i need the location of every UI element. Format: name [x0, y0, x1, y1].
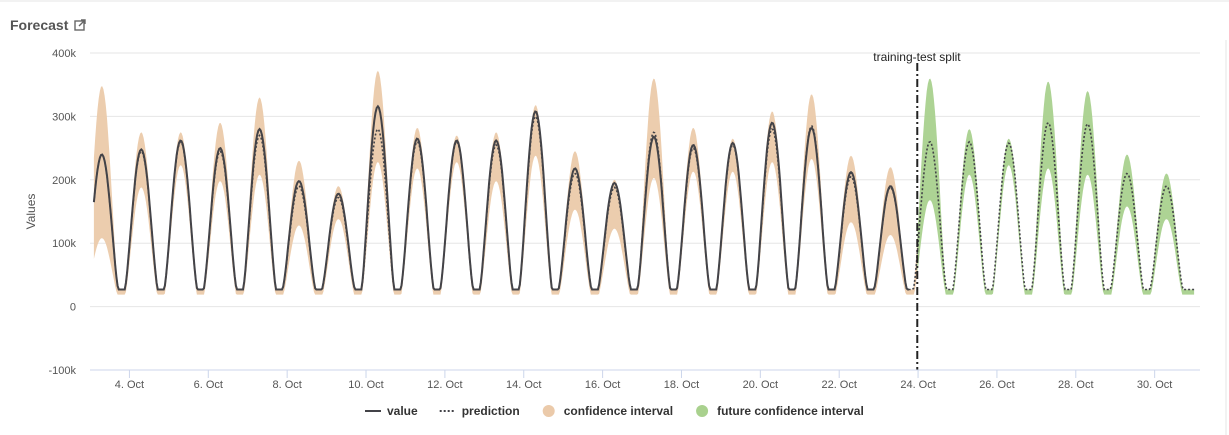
y-tick-label: -100k — [48, 365, 76, 377]
x-tick-label: 16. Oct — [585, 379, 620, 391]
x-tick-label: 20. Oct — [743, 379, 778, 391]
panel-title: Forecast — [10, 17, 69, 33]
x-tick-label: 24. Oct — [900, 379, 935, 391]
legend-item-confidence-interval: confidence interval — [542, 404, 673, 418]
x-tick-label: 28. Oct — [1058, 379, 1093, 391]
legend-swatch — [696, 405, 709, 417]
y-tick-label: 400k — [52, 48, 76, 60]
external-link-icon[interactable] — [74, 19, 87, 31]
x-tick-label: 6. Oct — [194, 379, 223, 391]
legend-label: future confidence interval — [717, 404, 864, 418]
legend-item-future-confidence-interval: future confidence interval — [696, 404, 864, 418]
y-tick-label: 100k — [52, 238, 76, 250]
x-tick-label: 14. Oct — [506, 379, 541, 391]
future-confidence-interval-area — [917, 78, 1195, 295]
confidence-interval-area — [93, 70, 918, 295]
value-line — [92, 104, 909, 291]
y-tick-label: 0 — [70, 302, 76, 314]
y-tick-label: 300k — [52, 111, 76, 123]
x-tick-label: 26. Oct — [979, 379, 1014, 391]
legend-label: value — [387, 404, 418, 418]
panel-header: Forecast — [10, 14, 87, 36]
legend-item-value: value — [365, 404, 418, 418]
x-tick-label: 10. Oct — [348, 379, 383, 391]
legend-label: confidence interval — [564, 404, 673, 418]
x-tick-label: 12. Oct — [427, 379, 462, 391]
x-tick-label: 18. Oct — [664, 379, 699, 391]
x-tick-label: 4. Oct — [115, 379, 144, 391]
legend-label: prediction — [462, 404, 520, 418]
x-tick-label: 30. Oct — [1137, 379, 1172, 391]
training-test-split-label: training-test split — [873, 50, 961, 64]
legend-item-prediction: prediction — [439, 404, 520, 418]
legend-swatch — [542, 405, 555, 417]
x-tick-label: 22. Oct — [821, 379, 856, 391]
y-tick-label: 200k — [52, 175, 76, 187]
y-axis-label: Values — [24, 194, 38, 230]
x-tick-label: 8. Oct — [272, 379, 301, 391]
